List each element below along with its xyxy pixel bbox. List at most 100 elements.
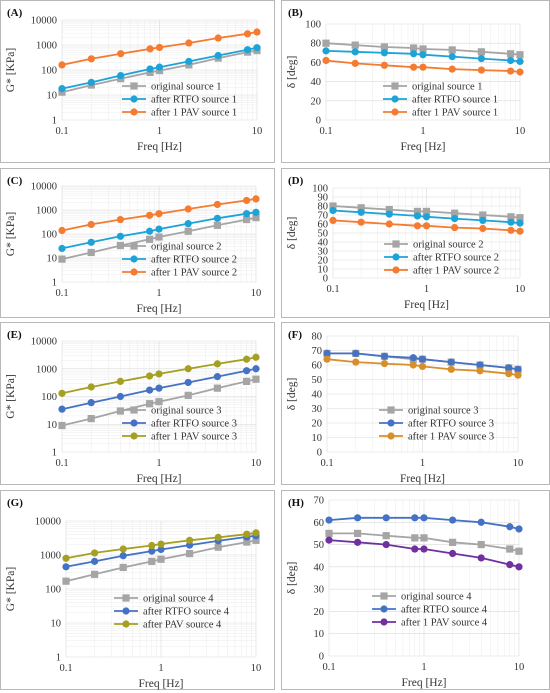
legend-entry: after 1 PAV source 3 [151,432,237,443]
data-point [506,56,515,65]
data-point [448,65,456,73]
legend-entry: after RTFO source 4 [401,605,488,616]
data-point [329,216,337,224]
x-tick-label: 1 [156,458,161,469]
series-2 [323,349,522,373]
data-point [116,215,124,224]
panel-label: (F) [288,329,302,341]
series-3 [329,216,524,235]
data-point [351,48,359,56]
x-tick-label: 0.1 [59,663,72,674]
x-tick-label: 1 [420,126,425,137]
legend: original source 3 after RTFO source 3 afte… [122,406,237,443]
data-point [419,45,427,53]
data-point [90,557,99,565]
data-point [382,514,390,522]
y-tick-label: 60 [318,220,329,231]
data-point [243,46,252,54]
data-point [357,208,365,216]
legend-entry: after RTFO source 2 [151,255,237,266]
data-point [213,384,221,392]
data-point [447,358,455,366]
data-point [411,534,419,542]
y-axis-title: G* [KPa] [5,374,17,418]
data-point [353,538,362,546]
data-point [380,49,388,57]
data-point [155,210,163,218]
data-point [243,538,251,546]
legend-marker [130,82,138,90]
data-point [119,552,127,560]
data-point [515,525,523,533]
data-point [155,63,164,71]
data-point [184,378,192,387]
data-point [58,61,66,69]
data-point [325,536,333,544]
series-2 [325,514,523,533]
data-point [477,540,485,549]
y-tick-label: 50 [318,229,329,240]
data-point [419,63,427,71]
legend: original source 4 after RTFO source 4 afte… [114,594,230,631]
data-point [516,51,524,59]
data-point [353,529,362,538]
y-tick-label: 10 [318,265,329,276]
x-axis-title: Freq [Hz] [138,678,183,690]
y-tick-label: 10 [314,629,325,640]
data-point [157,540,165,548]
data-point [380,359,389,368]
data-point [155,225,163,233]
data-point [516,57,524,66]
data-point [242,355,251,363]
legend-entry: after 1 PAV source 1 [412,108,498,119]
series-1 [58,214,260,263]
x-tick-label: 1 [156,288,161,299]
data-point [514,371,522,379]
legend-marker [391,95,399,103]
data-point [516,68,524,76]
data-point [479,224,487,233]
x-axis-title: Freq [Hz] [404,299,449,311]
data-point [148,547,156,555]
legend-entry: original source 2 [151,242,222,253]
data-point [116,232,124,240]
data-point [323,349,331,357]
x-tick-label: 10 [251,663,262,674]
data-point [422,222,431,230]
data-point [477,48,485,56]
data-point [507,218,515,226]
data-point [353,514,362,522]
data-point [380,43,388,51]
data-point [148,541,156,550]
data-point [419,51,427,59]
data-point [253,44,261,52]
legend-entry: original source 1 [412,82,483,93]
legend-entry: after 1 PAV source 2 [413,266,499,277]
data-point [409,354,417,362]
y-tick-label: 10000 [31,337,57,348]
y-tick-label: 10 [312,433,323,444]
data-point [252,375,260,383]
data-point [252,208,260,216]
y-tick-label: 80 [311,39,322,50]
legend-marker [130,95,138,103]
legend-entry: after RTFO source 3 [151,419,237,430]
data-point [252,536,260,544]
data-point [515,563,523,571]
data-point [243,530,251,538]
data-point [506,561,514,569]
data-point [242,367,251,375]
legend-entry: original source 2 [413,240,484,251]
data-point [87,55,95,63]
panel-frame [281,168,550,318]
data-point [119,563,127,572]
data-point [214,543,222,551]
data-point [516,219,524,227]
legend-marker [380,592,388,600]
data-point [382,532,390,540]
data-point [451,209,459,217]
data-point [448,549,457,558]
data-point [58,421,66,430]
data-point [422,213,431,221]
